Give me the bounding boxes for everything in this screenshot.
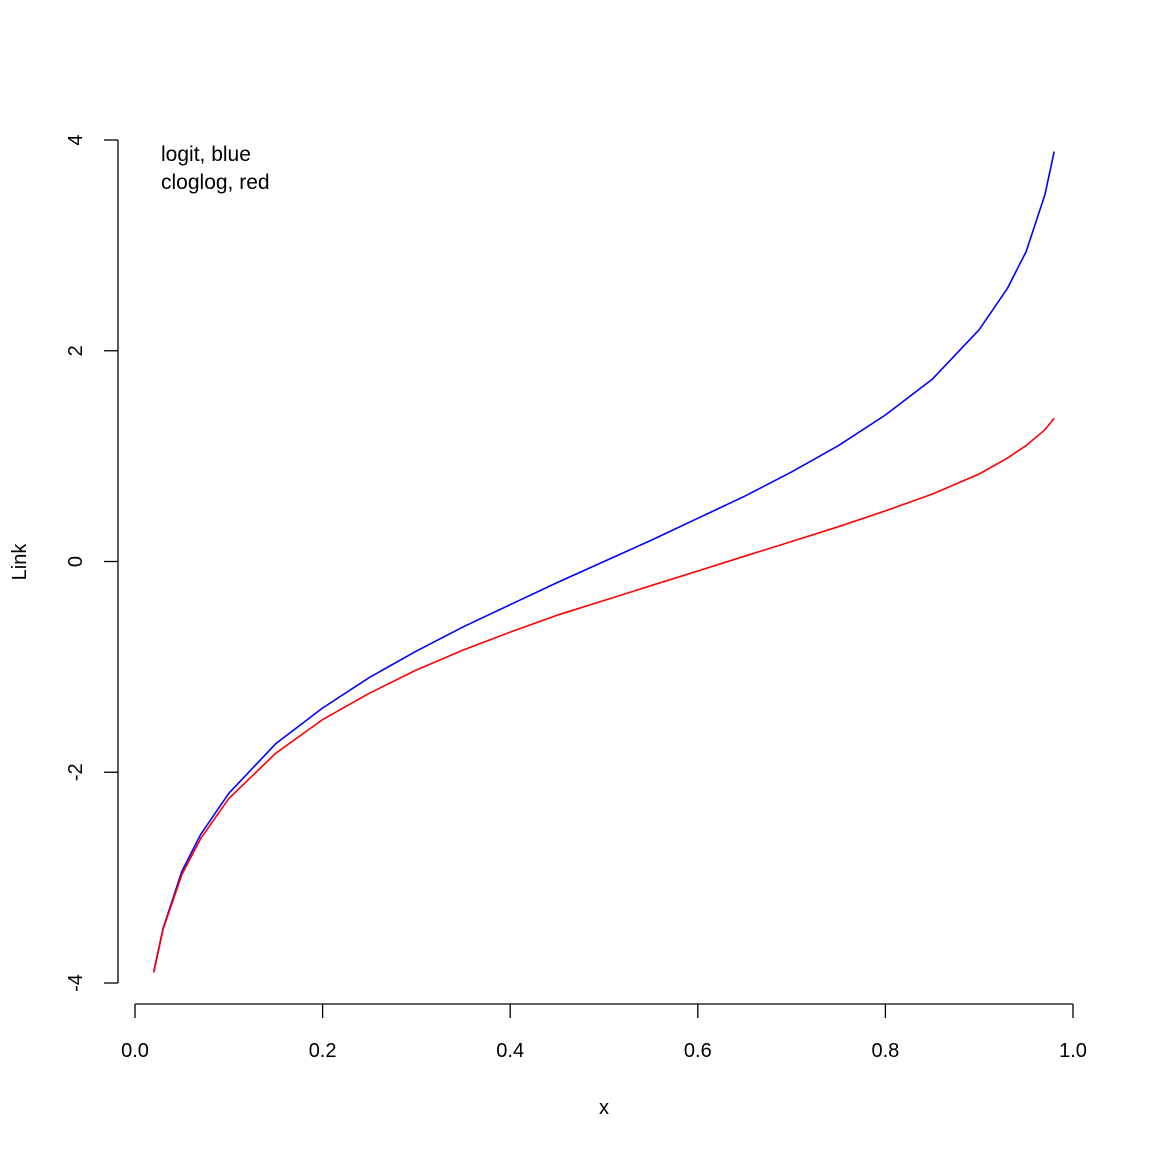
x-tick-label: 0.4 — [496, 1040, 524, 1062]
series-lines — [153, 151, 1055, 973]
y-tick-label: 2 — [65, 345, 87, 356]
x-tick-label: 0.2 — [309, 1040, 337, 1062]
x-tick-label: 1.0 — [1059, 1040, 1087, 1062]
x-axis-title: x — [599, 1097, 609, 1119]
y-tick-label: -4 — [65, 974, 87, 992]
y-tick-label: -2 — [65, 763, 87, 781]
y-axis-title: Link — [9, 543, 31, 581]
x-ticks: 0.0 0.2 0.4 0.6 0.8 1.0 — [121, 1004, 1087, 1062]
y-tick-label: 4 — [65, 134, 87, 145]
y-tick-label: 0 — [65, 556, 87, 567]
x-tick-label: 0.8 — [871, 1040, 899, 1062]
logit-line — [153, 151, 1055, 972]
annotation-cloglog: cloglog, red — [161, 171, 270, 194]
y-ticks: -4 -2 0 2 4 — [65, 134, 118, 992]
annotation-logit: logit, blue — [161, 143, 251, 166]
x-tick-label: 0.6 — [684, 1040, 712, 1062]
cloglog-line — [153, 417, 1055, 973]
x-tick-label: 0.0 — [121, 1040, 149, 1062]
axes — [117, 140, 1073, 1005]
